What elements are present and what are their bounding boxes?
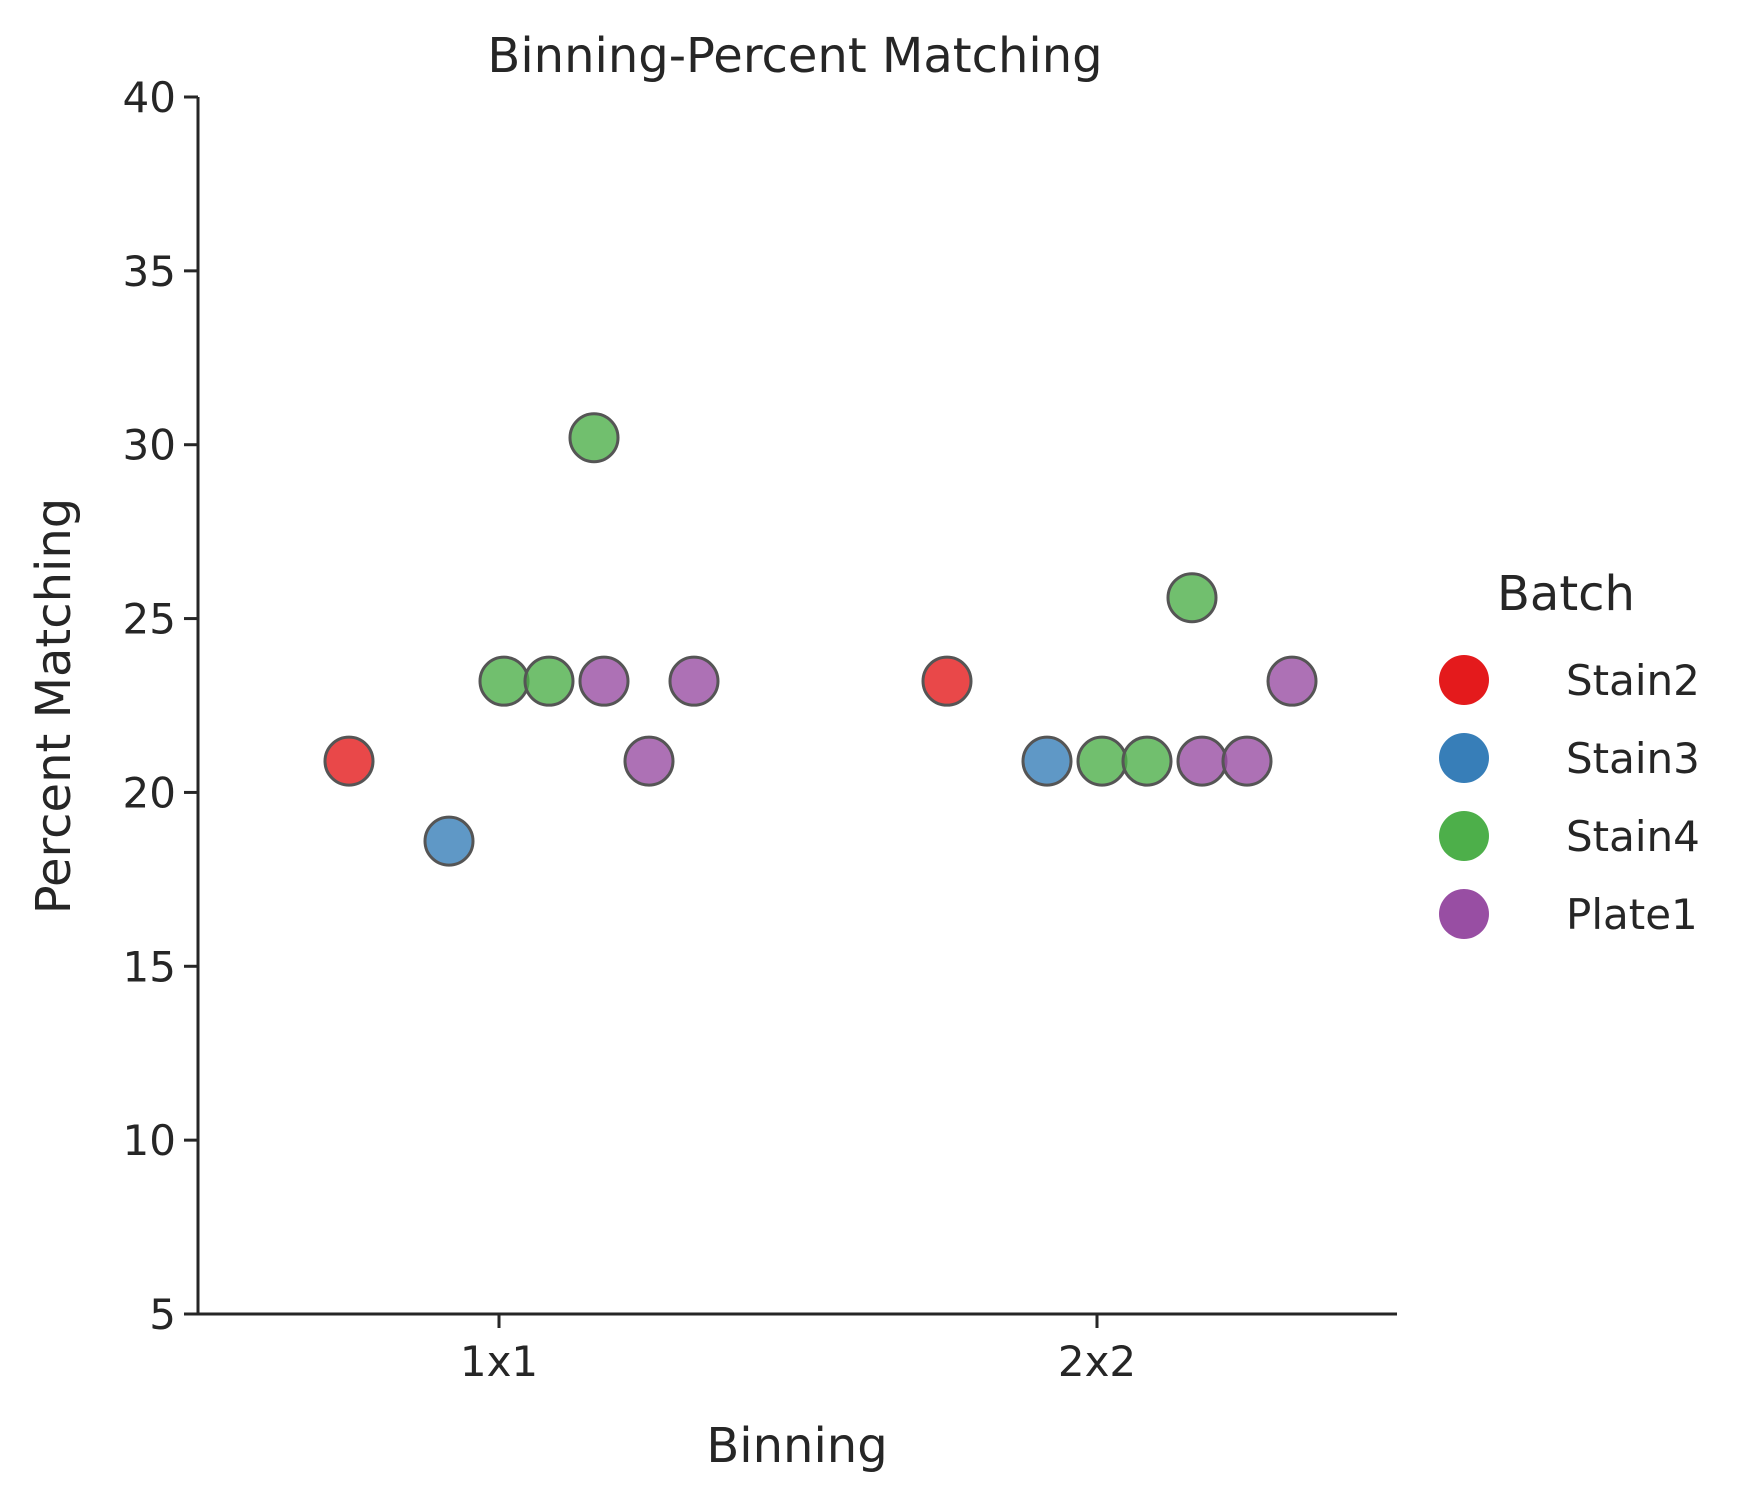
y-tick-label: 5	[149, 1290, 176, 1339]
point-plate1	[1266, 655, 1318, 707]
legend-title: Batch	[1497, 566, 1635, 622]
legend-label: Plate1	[1566, 890, 1698, 939]
legend-marker	[1439, 655, 1489, 705]
legend-label: Stain2	[1566, 656, 1700, 705]
x-axis-title: Binning	[706, 1418, 887, 1474]
point-stain2	[323, 735, 375, 787]
x-tick-label: 1x1	[460, 1337, 538, 1386]
point-plate1	[578, 655, 630, 707]
point-stain4	[1166, 572, 1218, 624]
y-ticks: 5 10 15 20 25 30 35 40	[123, 73, 198, 1339]
data-points	[323, 412, 1318, 867]
y-tick-label: 30	[123, 421, 176, 470]
axes	[196, 97, 1397, 1316]
y-tick-label: 35	[123, 247, 176, 296]
point-stain3	[1021, 735, 1073, 787]
y-tick-label: 20	[123, 768, 176, 817]
point-stain4	[523, 655, 575, 707]
point-plate1	[1176, 735, 1228, 787]
chart-title: Binning-Percent Matching	[487, 28, 1102, 84]
y-tick-label: 25	[123, 595, 176, 644]
y-tick-label: 10	[123, 1116, 176, 1165]
legend-marker	[1439, 733, 1489, 783]
point-stain4	[478, 655, 530, 707]
point-stain3	[423, 815, 475, 867]
legend-label: Stain3	[1566, 734, 1700, 783]
legend-marker	[1439, 889, 1489, 939]
point-stain4	[1076, 735, 1128, 787]
legend-label: Stain4	[1566, 812, 1700, 861]
y-tick-label: 15	[123, 942, 176, 991]
point-stain4	[1121, 735, 1173, 787]
legend: Batch Stain2 Stain3 Stain4 Plate1	[1439, 566, 1700, 939]
point-stain2	[921, 655, 973, 707]
legend-items: Stain2 Stain3 Stain4 Plate1	[1439, 655, 1700, 939]
point-stain4	[568, 412, 620, 464]
x-tick-label: 2x2	[1058, 1337, 1136, 1386]
point-plate1	[1221, 735, 1273, 787]
y-axis-title: Percent Matching	[26, 498, 82, 915]
point-plate1	[623, 735, 675, 787]
y-tick-label: 40	[123, 73, 176, 122]
x-ticks: 1x1 2x2	[460, 1314, 1136, 1386]
point-plate1	[668, 655, 720, 707]
legend-marker	[1439, 811, 1489, 861]
